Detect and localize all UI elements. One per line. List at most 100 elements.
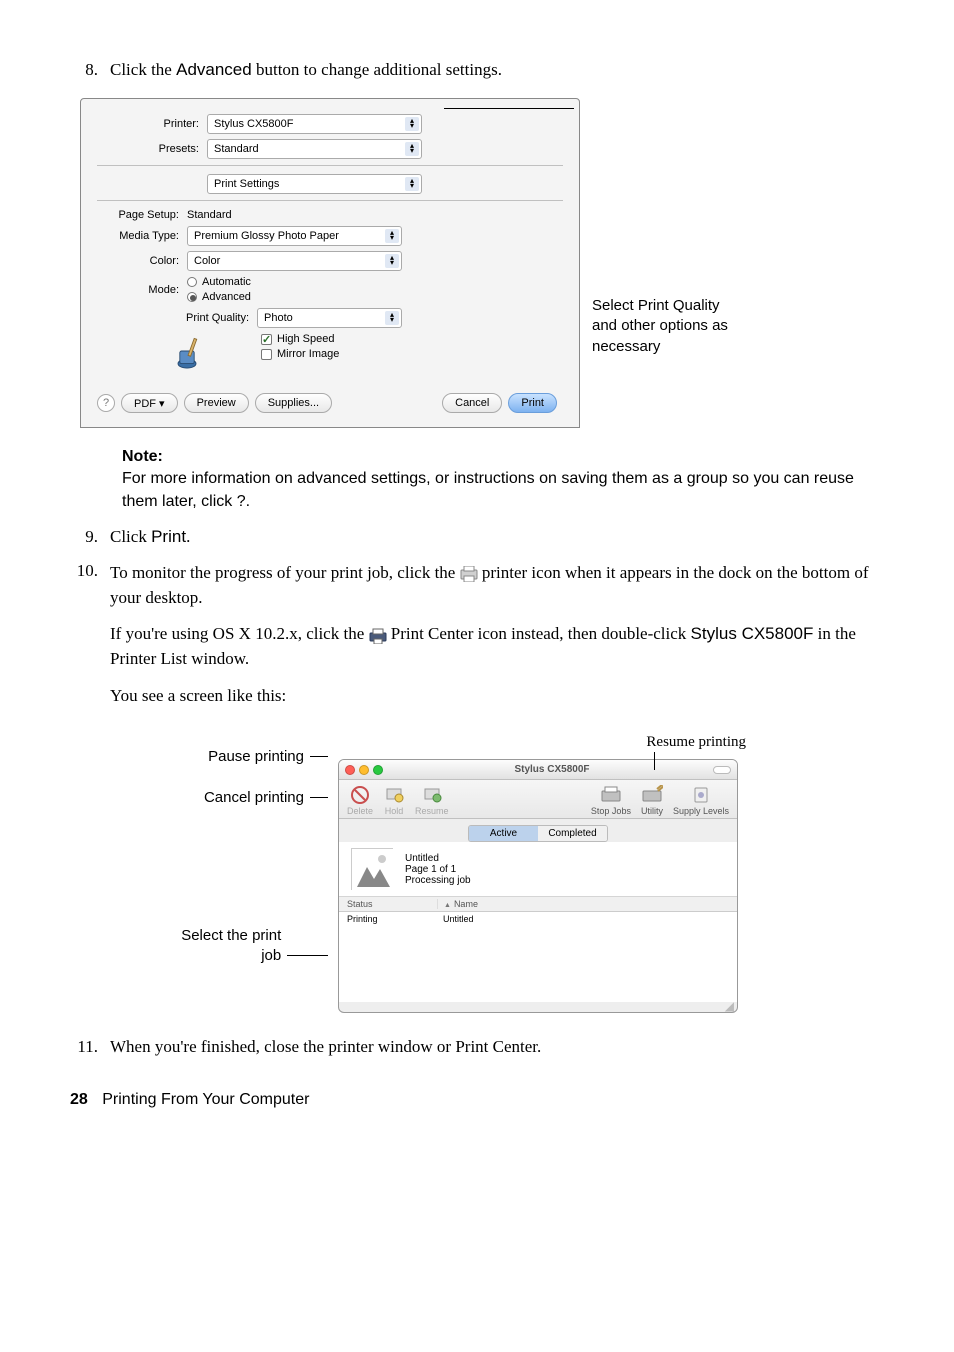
stop-jobs-button[interactable]: Stop Jobs (591, 784, 631, 816)
row-status: Printing (347, 914, 437, 924)
callout-print-quality: Select Print Quality and other options a… (580, 98, 728, 357)
zoom-icon[interactable] (373, 765, 383, 775)
color-value: Color (194, 255, 220, 267)
checkbox-group: High Speed Mirror Image (215, 333, 339, 360)
presets-label: Presets: (97, 143, 207, 155)
col-name-header[interactable]: ▲Name (437, 899, 729, 909)
stylus-label: Stylus CX5800F (691, 624, 814, 643)
current-job-row: Untitled Page 1 of 1 Processing job (339, 842, 737, 897)
presets-select[interactable]: Standard ▴▾ (207, 139, 422, 159)
cancel-label: Cancel printing (204, 789, 304, 806)
step-8: 8. Click the Advanced button to change a… (70, 60, 884, 80)
step-9-body: Click Print. (110, 527, 884, 547)
note-title: Note: (122, 446, 884, 468)
job-table-header: Status ▲Name (339, 897, 737, 912)
media-type-select[interactable]: Premium Glossy Photo Paper ▴▾ (187, 226, 402, 246)
delete-button[interactable]: Delete (347, 784, 373, 816)
step10-p2a: If you're using OS X 10.2.x, click the (110, 624, 369, 643)
media-type-label: Media Type: (97, 230, 187, 242)
supplies-button[interactable]: Supplies... (255, 393, 332, 413)
dropdown-arrow-icon: ▴▾ (385, 311, 399, 325)
color-row: Color: Color ▴▾ (97, 251, 563, 271)
hold-icon (383, 784, 405, 806)
page-setup-row: Page Setup: Standard (97, 209, 563, 221)
delete-icon (349, 784, 371, 806)
job-info: Untitled Page 1 of 1 Processing job (405, 853, 471, 886)
section-select[interactable]: Print Settings ▴▾ (207, 174, 422, 194)
footer-right: Cancel Print (442, 393, 563, 413)
titlebar: Stylus CX5800F (339, 760, 737, 780)
resume-button[interactable]: Resume (415, 784, 449, 816)
step-11-number: 11. (70, 1037, 110, 1057)
dropdown-arrow-icon: ▴▾ (405, 142, 419, 156)
checkbox-checked-icon (261, 334, 272, 345)
print-button[interactable]: Print (508, 393, 557, 413)
help-button[interactable]: ? (97, 394, 115, 412)
select-label: Select the print job (180, 926, 281, 965)
delete-label: Delete (347, 806, 373, 816)
page-setup-label: Page Setup: (97, 209, 187, 221)
table-row[interactable]: Printing Untitled (339, 912, 737, 926)
radio-checked-icon (187, 292, 197, 302)
step-11: 11. When you're finished, close the prin… (70, 1037, 884, 1057)
high-speed-option[interactable]: High Speed (261, 333, 339, 345)
step8-text-b: button to change additional settings. (252, 60, 502, 79)
step-10-body: To monitor the progress of your print jo… (110, 561, 884, 720)
mirror-image-label: Mirror Image (277, 348, 339, 360)
mode-adv-option[interactable]: Advanced (187, 291, 251, 303)
mode-auto-option[interactable]: Automatic (187, 276, 251, 288)
step-9-number: 9. (70, 527, 110, 547)
print-quality-label: Print Quality: (97, 312, 257, 324)
mirror-image-option[interactable]: Mirror Image (261, 348, 339, 360)
col-status-header[interactable]: Status (347, 899, 437, 909)
note-block: Note: For more information on advanced s… (122, 446, 884, 513)
resume-pointer: Resume printing (646, 734, 746, 751)
pause-label-row: Pause printing (180, 748, 328, 765)
step10-p3: You see a screen like this: (110, 684, 884, 709)
advanced-label: Advanced (176, 60, 252, 79)
step9-text-a: Click (110, 527, 151, 546)
pill-icon[interactable] (713, 766, 731, 774)
job-status: Processing job (405, 875, 471, 886)
minimize-icon[interactable] (359, 765, 369, 775)
supply-levels-icon (690, 784, 712, 806)
step-10-number: 10. (70, 561, 110, 720)
mode-row: Mode: Automatic Advanced (97, 276, 563, 303)
resize-handle-icon[interactable]: ◢ (339, 1002, 737, 1011)
job-page: Page 1 of 1 (405, 864, 471, 875)
pointer-line (287, 955, 328, 956)
presets-select-value: Standard (214, 143, 259, 155)
pdf-button[interactable]: PDF ▾ (121, 393, 178, 413)
printer-select[interactable]: Stylus CX5800F ▴▾ (207, 114, 422, 134)
traffic-lights (345, 765, 383, 775)
color-select[interactable]: Color ▴▾ (187, 251, 402, 271)
hold-button[interactable]: Hold (383, 784, 405, 816)
window-title: Stylus CX5800F (391, 764, 713, 775)
resume-icon (421, 784, 443, 806)
toolbar: Delete Hold Resume (339, 780, 737, 819)
cancel-button[interactable]: Cancel (442, 393, 502, 413)
tab-active[interactable]: Active (469, 826, 538, 841)
print-quality-select[interactable]: Photo ▴▾ (257, 308, 402, 328)
radio-icon (187, 277, 197, 287)
step10-p2: If you're using OS X 10.2.x, click the P… (110, 622, 884, 671)
resume-label: Resume (415, 806, 449, 816)
dropdown-arrow-icon: ▴▾ (385, 229, 399, 243)
step10-p1a: To monitor the progress of your print jo… (110, 563, 460, 582)
preview-button[interactable]: Preview (184, 393, 249, 413)
job-name: Untitled (405, 853, 471, 864)
inkpot-wrap (97, 333, 215, 369)
step-8-body: Click the Advanced button to change addi… (110, 60, 884, 80)
tab-completed[interactable]: Completed (538, 826, 607, 841)
resume-label-row: Resume printing (338, 734, 738, 751)
callout-text: Select Print Quality and other options a… (592, 296, 728, 357)
col-name-header-text: Name (454, 899, 478, 909)
print-dialog: Printer: Stylus CX5800F ▴▾ Presets: Stan… (80, 98, 580, 428)
utility-button[interactable]: Utility (641, 784, 663, 816)
close-icon[interactable] (345, 765, 355, 775)
section-select-value: Print Settings (214, 178, 279, 190)
supply-levels-button[interactable]: Supply Levels (673, 784, 729, 816)
step-10: 10. To monitor the progress of your prin… (70, 561, 884, 720)
printer-icon (460, 566, 478, 582)
callout-l2: and other options as (592, 317, 728, 334)
